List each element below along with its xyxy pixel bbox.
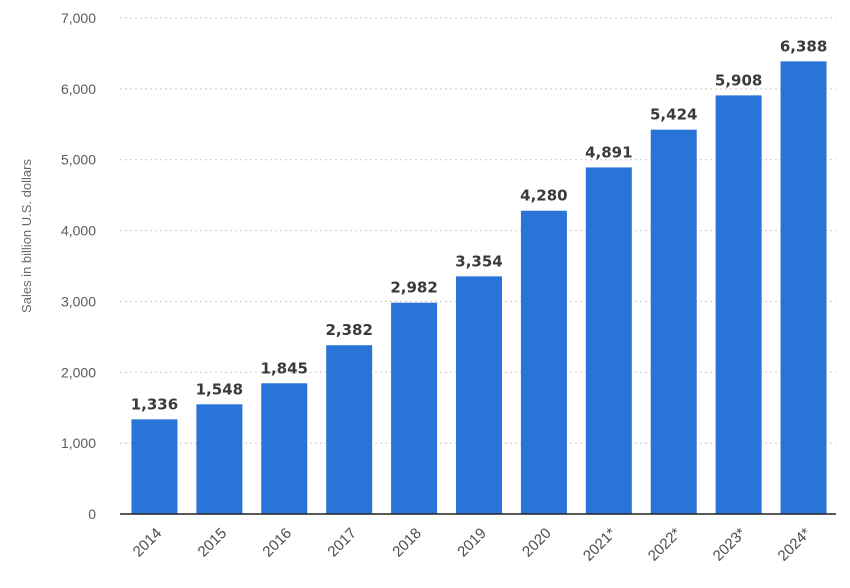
y-axis-label: Sales in billion U.S. dollars [19, 159, 34, 313]
x-tick-label: 2018 [389, 525, 425, 561]
bar [391, 302, 438, 514]
data-label: 3,354 [455, 252, 502, 270]
bar [196, 404, 243, 514]
x-tick-label: 2021* [580, 525, 620, 565]
bar [131, 419, 178, 514]
y-tick-label: 4,000 [61, 223, 96, 239]
x-tick-label: 2014 [130, 525, 166, 561]
y-tick-label: 1,000 [61, 435, 96, 451]
data-label: 4,891 [585, 143, 632, 161]
x-tick-label: 2017 [324, 525, 360, 561]
data-label: 5,424 [650, 106, 697, 124]
bar [520, 210, 567, 514]
bar [780, 61, 827, 515]
data-label: 1,336 [131, 395, 178, 413]
bar [261, 383, 308, 514]
x-tick-label: 2023* [710, 525, 750, 565]
y-tick-label: 2,000 [61, 364, 96, 380]
x-tick-label: 2015 [195, 525, 231, 561]
data-label: 2,382 [325, 321, 372, 339]
data-label: 5,908 [715, 71, 762, 89]
x-axis-ticks: 2014 2015 2016 2017 2018 2019 2020 2021* 2022* 20… [130, 525, 815, 565]
y-tick-label: 5,000 [61, 152, 96, 168]
bar [326, 345, 373, 514]
bars [131, 61, 827, 515]
x-tick-label: 2022* [645, 525, 685, 565]
bar [650, 129, 697, 515]
data-label: 1,845 [261, 359, 308, 377]
y-tick-label: 6,000 [61, 81, 96, 97]
data-label: 1,548 [196, 380, 243, 398]
bar [585, 167, 632, 514]
data-labels: 1,336 1,548 1,845 2,382 2,982 3,354 4,280 4,891… [131, 37, 828, 413]
bar [456, 276, 502, 514]
y-tick-label: 0 [88, 506, 96, 522]
x-tick-label: 2020 [519, 525, 555, 561]
bar [715, 95, 762, 514]
data-label: 4,280 [520, 187, 567, 205]
data-label: 2,982 [390, 279, 437, 297]
data-label: 6,388 [780, 37, 827, 55]
x-tick-label: 2016 [259, 525, 295, 561]
y-axis-ticks: 0 1,000 2,000 3,000 4,000 5,000 6,000 7,000 [61, 10, 96, 522]
x-tick-label: 2019 [454, 525, 490, 561]
y-tick-label: 3,000 [61, 293, 96, 309]
y-tick-label: 7,000 [61, 10, 96, 26]
x-tick-label: 2024* [775, 525, 815, 565]
